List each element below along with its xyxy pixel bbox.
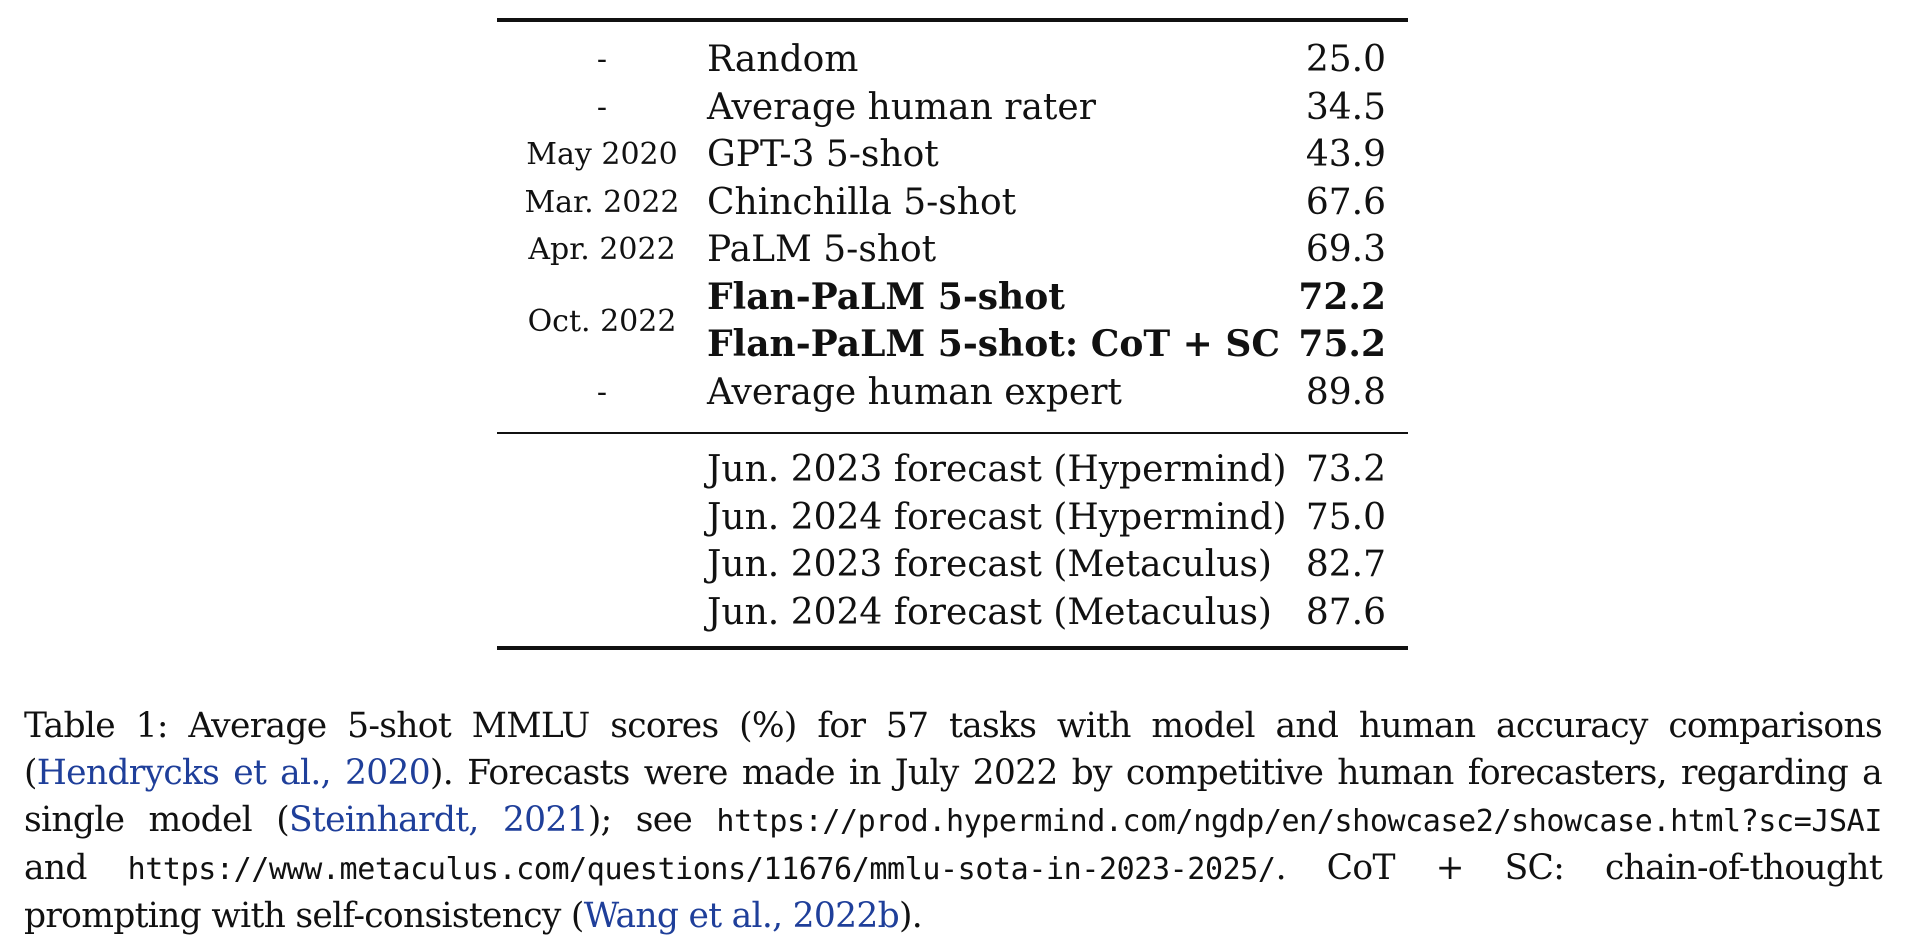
caption-text: and xyxy=(24,847,128,888)
date-cell: Apr. 2022 xyxy=(528,232,676,267)
date-cell: - xyxy=(596,42,608,77)
table-row: Jun. 2024 forecast (Metaculus) 87.6 xyxy=(497,589,1408,637)
table-body-forecasts: Jun. 2023 forecast (Hypermind) 73.2 Jun.… xyxy=(497,434,1408,636)
forecast-cell: Jun. 2023 forecast (Metaculus) xyxy=(707,544,1272,585)
table-row: Jun. 2024 forecast (Hypermind) 75.0 xyxy=(497,494,1408,542)
model-cell: GPT-3 5-shot xyxy=(707,134,939,175)
caption-text: ). Forecasts were made in July 2022 by c… xyxy=(24,752,1883,840)
score-cell: 89.8 xyxy=(1305,371,1386,413)
date-cell: - xyxy=(596,374,608,410)
score-cell: 75.0 xyxy=(1305,496,1386,538)
date-cell: May 2020 xyxy=(526,137,678,172)
table-row: - Average human expert 89.8 xyxy=(497,369,1408,417)
table-row: Oct. 2022 Flan-PaLM 5-shot 72.2 xyxy=(497,274,1408,339)
model-cell: PaLM 5-shot xyxy=(707,229,937,270)
table-row: Jun. 2023 forecast (Metaculus) 82.7 xyxy=(497,541,1408,589)
results-table: - Random 25.0 - Average human rater 34.5… xyxy=(497,18,1408,650)
score-cell: 69.3 xyxy=(1305,229,1386,270)
score-cell: 73.2 xyxy=(1305,449,1386,490)
model-cell: Flan-PaLM 5-shot: CoT + SC xyxy=(707,323,1281,365)
model-cell: Average human rater xyxy=(707,86,1096,128)
forecast-cell: Jun. 2024 forecast (Metaculus) xyxy=(707,591,1272,633)
caption-text: Table 1: Average 5-shot MMLU scores (%) … xyxy=(24,705,1883,793)
caption-text: ); see xyxy=(587,799,717,840)
score-cell: 25.0 xyxy=(1305,39,1386,80)
table-row: May 2020 GPT-3 5-shot 43.9 xyxy=(497,131,1408,179)
table-row: Jun. 2023 forecast (Hypermind) 73.2 xyxy=(497,446,1408,494)
table-row: Flan-PaLM 5-shot: CoT + SC 75.2 xyxy=(497,321,1408,369)
forecast-cell: Jun. 2024 forecast (Hypermind) xyxy=(707,496,1287,538)
date-cell: Oct. 2022 xyxy=(527,303,677,339)
date-cell: - xyxy=(596,89,608,125)
table-caption: Table 1: Average 5-shot MMLU scores (%) … xyxy=(24,703,1883,940)
hypermind-url[interactable]: https://prod.hypermind.com/ngdp/en/showc… xyxy=(716,803,1883,839)
model-cell: Flan-PaLM 5-shot xyxy=(707,275,1065,318)
table-row: - Average human rater 34.5 xyxy=(497,84,1408,132)
table-body-models: - Random 25.0 - Average human rater 34.5… xyxy=(497,22,1408,416)
score-cell: 34.5 xyxy=(1305,86,1386,128)
caption-text: ). xyxy=(899,895,923,936)
model-cell: Random xyxy=(707,39,859,80)
score-cell: 75.2 xyxy=(1298,323,1386,365)
model-cell: Chinchilla 5-shot xyxy=(707,181,1017,223)
date-cell: Mar. 2022 xyxy=(524,184,680,220)
table-mid-rule xyxy=(497,432,1408,434)
citation-link-steinhardt[interactable]: Steinhardt, 2021 xyxy=(288,799,589,840)
score-cell: 72.2 xyxy=(1298,275,1386,318)
table-row: Apr. 2022 PaLM 5-shot 69.3 xyxy=(497,226,1408,274)
citation-link-hendrycks[interactable]: Hendrycks et al., 2020 xyxy=(36,752,431,793)
metaculus-url[interactable]: https://www.metaculus.com/questions/1167… xyxy=(127,851,1276,887)
table-row: - Random 25.0 xyxy=(497,36,1408,84)
table-top-rule xyxy=(497,18,1408,22)
table-row: Mar. 2022 Chinchilla 5-shot 67.6 xyxy=(497,179,1408,227)
model-cell: Average human expert xyxy=(707,371,1122,413)
score-cell: 82.7 xyxy=(1305,544,1386,585)
table-bottom-rule xyxy=(497,646,1408,650)
score-cell: 67.6 xyxy=(1305,181,1386,223)
score-cell: 87.6 xyxy=(1305,591,1386,633)
score-cell: 43.9 xyxy=(1305,134,1386,175)
citation-link-wang[interactable]: Wang et al., 2022b xyxy=(583,895,900,936)
forecast-cell: Jun. 2023 forecast (Hypermind) xyxy=(707,449,1287,490)
